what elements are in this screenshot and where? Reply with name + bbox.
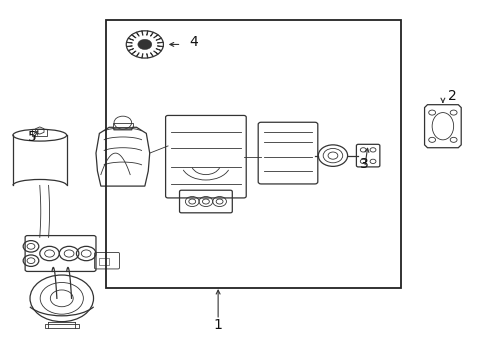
Text: 1: 1 <box>214 318 222 332</box>
Text: 4: 4 <box>189 35 198 49</box>
Text: 2: 2 <box>448 89 457 103</box>
Bar <box>99 258 109 265</box>
Bar <box>106 21 401 288</box>
Bar <box>32 129 47 136</box>
Text: 5: 5 <box>28 130 37 144</box>
Bar <box>45 324 79 328</box>
Circle shape <box>138 39 152 50</box>
Bar <box>113 123 133 127</box>
Text: 3: 3 <box>360 157 369 171</box>
